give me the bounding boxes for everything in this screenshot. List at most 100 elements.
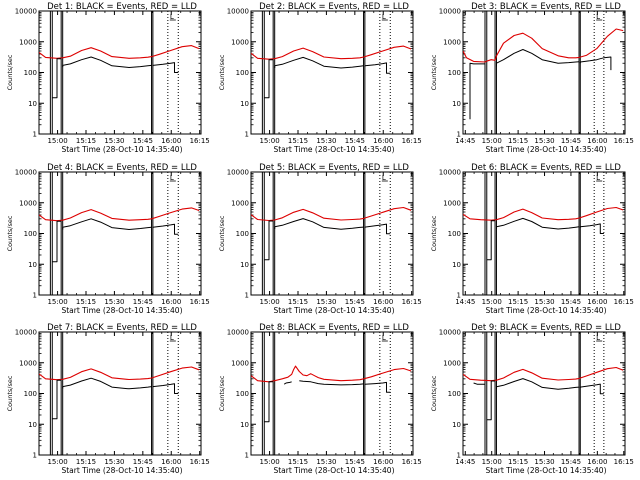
x-tick-label: 15:45	[345, 137, 365, 145]
x-tick-label: 15:00	[259, 458, 279, 466]
x-axis-label: Start Time (28-Oct-10 14:35:40)	[61, 145, 182, 154]
x-tick-label: 16:15	[614, 137, 634, 145]
x-tick-label: 15:15	[76, 458, 96, 466]
events-series-2	[283, 381, 292, 385]
panel-det-3: Det 3: BLACK = Events, RED = LLD 1 10 100 10…	[430, 2, 634, 154]
x-tick-label: 15:00	[482, 137, 502, 145]
plot-area	[39, 11, 200, 134]
x-tick-label: 16:00	[161, 137, 181, 145]
y-axis-label: Counts/sec	[430, 54, 438, 90]
y-tick-label: 100	[448, 230, 461, 238]
x-tick-label: 15:15	[288, 298, 308, 306]
x-tick-label: 15:15	[508, 298, 528, 306]
y-tick-label: 100	[448, 390, 461, 398]
x-tick-label: 16:00	[161, 298, 181, 306]
y-axis-label: Counts/sec	[6, 215, 14, 251]
events-series-1	[264, 381, 274, 423]
panel-title: Det 9: BLACK = Events, RED = LLD	[471, 323, 621, 333]
lld-series-0	[251, 365, 412, 383]
events-series-2	[62, 377, 152, 390]
x-axis-label: Start Time (28-Oct-10 14:35:40)	[485, 466, 606, 475]
x-tick-label: 16:15	[402, 458, 422, 466]
y-tick-label: 100	[236, 230, 249, 238]
x-tick-label: 15:30	[534, 458, 554, 466]
y-tick-label: 1	[457, 131, 461, 139]
panel-title: Det 1: BLACK = Events, RED = LLD	[47, 2, 197, 12]
x-tick-label: 15:30	[104, 298, 124, 306]
events-series-3	[152, 62, 179, 73]
events-series-1	[473, 382, 485, 385]
lld-series-0	[463, 28, 624, 63]
y-tick-label: 1000	[19, 359, 37, 367]
x-tick-label: 14:45	[455, 298, 475, 306]
panel-det-6: Det 6: BLACK = Events, RED = LLD 1 10 100 10…	[430, 163, 634, 315]
y-axis-label: Counts/sec	[218, 54, 226, 90]
y-tick-label: 10000	[227, 8, 249, 16]
events-series-2	[496, 217, 580, 230]
y-tick-label: 100	[236, 390, 249, 398]
y-tick-label: 1000	[443, 38, 461, 46]
marker-label: L	[596, 174, 600, 182]
events-series-1	[264, 220, 274, 261]
events-series-3	[299, 380, 364, 386]
y-tick-label: 100	[24, 69, 37, 77]
y-axis-label: Counts/sec	[6, 375, 14, 411]
y-tick-label: 10000	[15, 169, 37, 177]
y-axis-label: Counts/sec	[430, 375, 438, 411]
plot-area	[39, 172, 200, 295]
events-series-2	[62, 218, 152, 230]
x-tick-label: 16:15	[190, 137, 210, 145]
x-tick-label: 16:00	[587, 137, 607, 145]
panel-det-7: Det 7: BLACK = Events, RED = LLD 1 10 100 10…	[6, 323, 210, 475]
y-tick-label: 1	[245, 292, 249, 300]
x-tick-label: 15:15	[76, 298, 96, 306]
events-series-1	[52, 58, 62, 99]
y-tick-label: 10	[452, 261, 461, 269]
marker-label: L	[596, 334, 600, 342]
x-tick-label: 14:45	[455, 137, 475, 145]
y-tick-label: 100	[24, 230, 37, 238]
x-tick-label: 16:15	[402, 137, 422, 145]
events-series-2	[274, 218, 364, 230]
panel-det-1: Det 1: BLACK = Events, RED = LLD 1 10 100 10…	[6, 2, 210, 154]
x-tick-label: 16:00	[373, 298, 393, 306]
y-tick-label: 1	[33, 292, 37, 300]
events-series-3	[579, 223, 604, 234]
x-tick-label: 16:15	[614, 458, 634, 466]
x-tick-label: 16:00	[373, 458, 393, 466]
y-tick-label: 10	[28, 421, 37, 429]
panel-title: Det 6: BLACK = Events, RED = LLD	[471, 163, 621, 173]
y-axis-label: Counts/sec	[430, 215, 438, 251]
y-tick-label: 10	[28, 100, 37, 108]
x-tick-label: 15:45	[345, 298, 365, 306]
x-axis-label: Start Time (28-Oct-10 14:35:40)	[273, 306, 394, 315]
x-tick-label: 16:15	[190, 298, 210, 306]
y-tick-label: 10000	[439, 8, 461, 16]
y-axis-label: Counts/sec	[6, 54, 14, 90]
x-tick-label: 15:45	[133, 298, 153, 306]
plot-frame	[250, 10, 414, 135]
events-series-3	[496, 378, 580, 390]
x-tick-label: 16:15	[190, 458, 210, 466]
y-tick-label: 1	[33, 131, 37, 139]
x-tick-label: 15:00	[47, 298, 67, 306]
marker-label: L	[170, 13, 174, 21]
x-tick-label: 15:00	[259, 137, 279, 145]
y-tick-label: 10000	[439, 169, 461, 177]
y-tick-label: 10000	[15, 329, 37, 337]
panel-title: Det 3: BLACK = Events, RED = LLD	[471, 2, 621, 12]
x-tick-label: 15:30	[534, 298, 554, 306]
x-tick-label: 15:15	[508, 458, 528, 466]
x-axis-label: Start Time (28-Oct-10 14:35:40)	[485, 306, 606, 315]
x-axis-label: Start Time (28-Oct-10 14:35:40)	[273, 466, 394, 475]
events-series-1	[52, 379, 62, 420]
plot-area	[463, 11, 624, 134]
panel-title: Det 5: BLACK = Events, RED = LLD	[259, 163, 409, 173]
x-tick-label: 15:30	[316, 458, 336, 466]
x-tick-label: 15:30	[104, 458, 124, 466]
panel-det-4: Det 4: BLACK = Events, RED = LLD 1 10 100 10…	[6, 163, 210, 315]
y-tick-label: 1000	[19, 199, 37, 207]
x-tick-label: 15:45	[133, 137, 153, 145]
events-series-3	[152, 383, 179, 394]
